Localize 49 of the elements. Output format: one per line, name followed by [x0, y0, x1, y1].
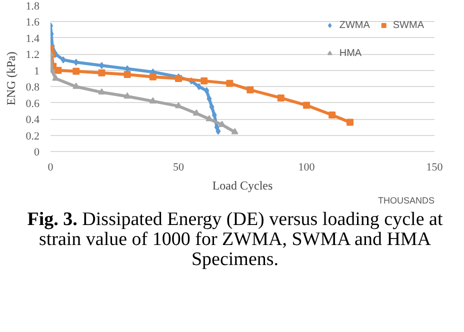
point — [226, 80, 234, 87]
x-tick-label: 100 — [298, 162, 316, 174]
x-tick-label: 50 — [173, 162, 184, 174]
y-tick-label: 1 — [34, 65, 40, 78]
legend-label: ZWMA — [339, 20, 370, 30]
y-tick-label: 0.6 — [26, 98, 40, 110]
point — [196, 83, 202, 90]
point — [54, 66, 62, 74]
legend-label: HMA — [339, 48, 362, 58]
y-axis-title: ENG (kPa) — [4, 52, 18, 106]
y-tick-label: 0.4 — [26, 114, 40, 126]
point — [149, 97, 156, 104]
point — [99, 62, 104, 70]
point — [98, 69, 106, 76]
y-tick-label: 0 — [34, 146, 40, 158]
y-tick-label: 1.4 — [26, 32, 40, 45]
x-axis-title: Load Cycles — [212, 178, 273, 192]
point — [124, 92, 131, 99]
point — [303, 102, 310, 109]
point — [72, 68, 80, 75]
x-tick-label: 0 — [48, 162, 54, 174]
point — [124, 70, 131, 78]
x-tick-label: 150 — [426, 162, 444, 174]
point — [209, 103, 214, 110]
text: Fig. 3. Dissipated Energy (DE) versus loading cycle at strain value of 1000 for ZWMA, SWMA and HMA Specimens. — [26, 209, 444, 270]
text: THOUSANDS — [378, 196, 435, 206]
point — [206, 95, 212, 102]
point — [277, 94, 284, 102]
point — [74, 58, 79, 66]
point — [72, 82, 80, 89]
legend-label: SWMA — [392, 20, 424, 30]
y-tick-label: 0.2 — [26, 130, 40, 142]
y-tick-label: 1.2 — [26, 49, 40, 62]
point — [200, 77, 208, 84]
point — [246, 86, 254, 94]
point — [60, 56, 66, 64]
point — [98, 88, 106, 95]
y-tick-label: 0.8 — [26, 82, 40, 94]
y-tick-label: 1.6 — [26, 16, 40, 29]
point — [212, 112, 217, 118]
point — [346, 118, 354, 126]
point — [204, 87, 210, 94]
point — [149, 73, 156, 80]
point — [192, 109, 200, 116]
point — [231, 128, 238, 134]
y-tick-label: 1.8 — [26, 0, 40, 12]
point — [328, 112, 336, 118]
point — [216, 128, 221, 135]
point — [175, 102, 182, 108]
